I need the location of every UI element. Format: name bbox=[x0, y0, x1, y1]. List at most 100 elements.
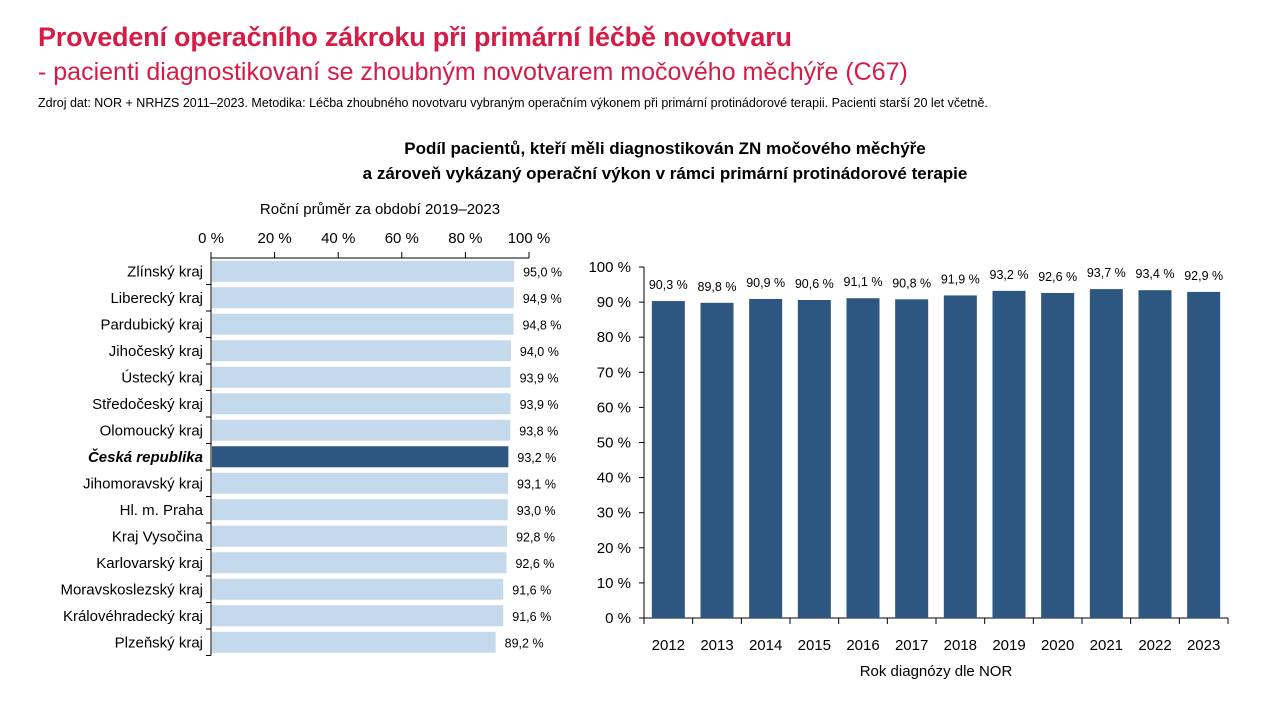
hbar-bar bbox=[212, 340, 511, 362]
vbar-bar bbox=[1138, 290, 1172, 618]
vbar-bar bbox=[651, 301, 685, 618]
vbar-bar bbox=[1089, 289, 1123, 618]
hbar-tick-label: 100 % bbox=[508, 230, 551, 247]
hbar-chart-title: Roční průměr za období 2019–2023 bbox=[260, 201, 500, 218]
vbar-category-label: 2023 bbox=[1187, 637, 1220, 654]
hbar-bar bbox=[212, 313, 514, 335]
vbar-data-label: 93,7 % bbox=[1087, 266, 1126, 280]
hbar-data-label: 91,6 % bbox=[512, 610, 551, 624]
hbar-category-label: Olomoucký kraj bbox=[100, 422, 203, 439]
hbar-data-label: 95,0 % bbox=[523, 265, 562, 279]
hbar-bar bbox=[212, 260, 515, 282]
vbar-category-label: 2013 bbox=[700, 637, 733, 654]
vbar-bar bbox=[992, 290, 1026, 618]
vbar-data-label: 90,8 % bbox=[892, 276, 931, 290]
hbar-category-label: Kraj Vysočina bbox=[112, 528, 204, 545]
vbar-bar bbox=[895, 299, 929, 618]
hbar-category-label: Moravskoslezský kraj bbox=[60, 581, 203, 598]
hbar-bar bbox=[212, 605, 504, 627]
hbar-bar bbox=[212, 419, 511, 441]
vbar-tick-label: 80 % bbox=[597, 329, 631, 346]
hbar-data-label: 94,8 % bbox=[522, 318, 561, 332]
vbar-tick-label: 10 % bbox=[597, 575, 631, 592]
hbar-category-label: Zlínský kraj bbox=[127, 263, 203, 280]
hbar-category-label: Liberecký kraj bbox=[110, 290, 203, 307]
hbar-bar bbox=[212, 578, 504, 600]
hbar-data-label: 93,8 % bbox=[519, 424, 558, 438]
vbar-category-label: 2015 bbox=[798, 637, 831, 654]
hbar-data-label: 89,2 % bbox=[505, 636, 544, 650]
regional-bar-chart: Roční průměr za období 2019–2023 0 % 20 % 4… bbox=[60, 201, 562, 656]
vbar-category-label: 2022 bbox=[1138, 637, 1171, 654]
vbar-category-label: 2016 bbox=[846, 637, 879, 654]
vbar-data-label: 90,9 % bbox=[746, 276, 785, 290]
vbar-tick-label: 90 % bbox=[597, 294, 631, 311]
vbar-data-label: 90,3 % bbox=[649, 278, 688, 292]
hbar-bar bbox=[212, 525, 508, 547]
vbar-tick-label: 30 % bbox=[597, 505, 631, 522]
vbar-tick-label: 20 % bbox=[597, 540, 631, 557]
chart-heading-line-1: Podíl pacientů, kteří měli diagnostiková… bbox=[404, 139, 926, 158]
hbar-data-label: 94,0 % bbox=[520, 345, 559, 359]
vbar-bar bbox=[1041, 292, 1075, 618]
hbar-bar bbox=[212, 393, 511, 415]
vbar-category-label: 2020 bbox=[1041, 637, 1074, 654]
hbar-category-label: Plzeňský kraj bbox=[115, 634, 203, 651]
hbar-data-label: 93,0 % bbox=[517, 504, 556, 518]
hbar-category-label: Jihomoravský kraj bbox=[83, 475, 203, 492]
vbar-category-label: 2017 bbox=[895, 637, 928, 654]
hbar-data-label: 94,9 % bbox=[523, 292, 562, 306]
hbar-bar bbox=[212, 552, 507, 574]
vbar-tick-label: 50 % bbox=[597, 435, 631, 452]
page-subtitle: - pacienti diagnostikovaní se zhoubným n… bbox=[38, 58, 908, 86]
hbar-bar bbox=[212, 499, 508, 521]
hbar-bar bbox=[212, 631, 496, 653]
hbar-tick-label: 40 % bbox=[321, 230, 355, 247]
hbar-data-label: 92,6 % bbox=[515, 557, 554, 571]
hbar-tick-label: 20 % bbox=[257, 230, 291, 247]
data-source-note: Zdroj dat: NOR + NRHZS 2011–2023. Metodi… bbox=[38, 96, 988, 110]
chart-heading-line-2: a zároveň vykázaný operační výkon v rámc… bbox=[362, 164, 968, 183]
hbar-data-label: 93,9 % bbox=[520, 398, 559, 412]
vbar-category-label: 2019 bbox=[992, 637, 1025, 654]
vbar-data-label: 89,8 % bbox=[698, 280, 737, 294]
hbar-category-label: Hl. m. Praha bbox=[120, 502, 204, 519]
hbar-data-label: 93,1 % bbox=[517, 477, 556, 491]
hbar-bar bbox=[212, 287, 514, 309]
vbar-category-label: 2021 bbox=[1090, 637, 1123, 654]
hbar-category-label: Královéhradecký kraj bbox=[63, 608, 203, 625]
hbar-tick-label: 80 % bbox=[448, 230, 482, 247]
vbar-bar bbox=[700, 302, 734, 618]
vbar-data-label: 91,1 % bbox=[844, 275, 883, 289]
vbar-data-label: 92,9 % bbox=[1184, 269, 1223, 283]
hbar-category-label: Karlovarský kraj bbox=[96, 555, 203, 572]
hbar-category-label: Středočeský kraj bbox=[92, 396, 203, 413]
hbar-category-label: Jihočeský kraj bbox=[109, 343, 203, 360]
vbar-bar bbox=[749, 298, 783, 618]
hbar-category-label: Pardubický kraj bbox=[100, 316, 203, 333]
vbar-tick-label: 60 % bbox=[597, 399, 631, 416]
hbar-bar bbox=[212, 472, 509, 494]
hbar-category-label: Ústecký kraj bbox=[121, 369, 203, 386]
vbar-tick-label: 40 % bbox=[597, 470, 631, 487]
hbar-data-label: 92,8 % bbox=[516, 530, 555, 544]
hbar-bar bbox=[212, 446, 509, 468]
vbar-data-label: 91,9 % bbox=[941, 272, 980, 286]
vbar-tick-label: 70 % bbox=[597, 364, 631, 381]
vbar-bar bbox=[797, 299, 831, 618]
vbar-bar bbox=[846, 298, 880, 618]
vbar-data-label: 93,2 % bbox=[990, 268, 1029, 282]
vbar-tick-label: 100 % bbox=[588, 259, 631, 276]
chart-heading: Podíl pacientů, kteří měli diagnostiková… bbox=[0, 136, 1280, 186]
hbar-category-label: Česká republika bbox=[88, 448, 203, 466]
vbar-x-axis-title: Rok diagnózy dle NOR bbox=[860, 663, 1013, 680]
vbar-category-label: 2018 bbox=[944, 637, 977, 654]
vbar-tick-label: 0 % bbox=[605, 610, 631, 627]
vbar-data-label: 92,6 % bbox=[1038, 270, 1077, 284]
vbar-bar bbox=[943, 295, 977, 618]
hbar-data-label: 93,9 % bbox=[520, 371, 559, 385]
vbar-data-label: 93,4 % bbox=[1136, 267, 1175, 281]
hbar-bar bbox=[212, 366, 511, 388]
vbar-data-label: 90,6 % bbox=[795, 277, 834, 291]
